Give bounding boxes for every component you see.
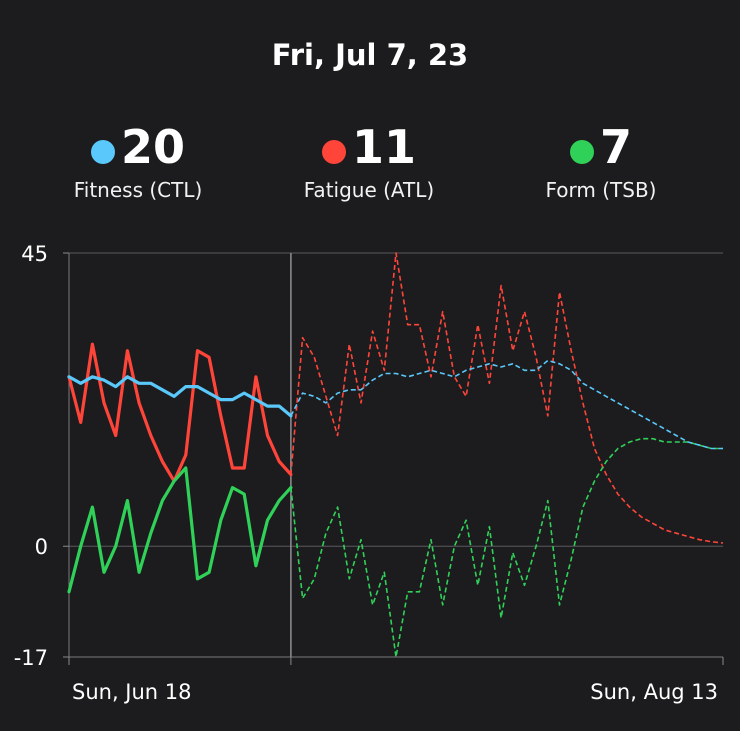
- form-projected-line: [290, 437, 723, 658]
- fitness-projected-line: [290, 359, 723, 450]
- fitness-dot-icon: [90, 140, 115, 164]
- form-metric[interactable]: 7 Form (TSB): [481, 118, 721, 202]
- metrics-summary: 20 Fitness (CTL) 11 Fatigue (ATL) 7 Form…: [0, 118, 740, 218]
- fatigue-value: 11: [351, 120, 416, 174]
- y-tick-label: 45: [21, 242, 48, 266]
- fatigue-projected-line: [290, 252, 724, 544]
- fatigue-actual-line: [67, 342, 293, 483]
- fitness-label: Fitness (CTL): [73, 178, 203, 202]
- form-dot-icon: [569, 140, 594, 164]
- fatigue-dot-icon: [321, 140, 346, 164]
- fatigue-metric[interactable]: 11 Fatigue (ATL): [249, 118, 489, 202]
- y-tick-label: 0: [35, 535, 48, 559]
- form-actual-line: [67, 466, 293, 594]
- fitness-value: 20: [120, 120, 185, 174]
- fitness-actual-line: [67, 375, 293, 418]
- form-value: 7: [599, 120, 632, 174]
- fatigue-label: Fatigue (ATL): [303, 178, 435, 202]
- fitness-metric[interactable]: 20 Fitness (CTL): [18, 118, 258, 202]
- selected-date: Fri, Jul 7, 23: [271, 38, 469, 72]
- training-load-chart[interactable]: 45 0 -17 Sun, Jun 18 Sun, Aug 13: [0, 230, 740, 731]
- form-label: Form (TSB): [545, 178, 657, 202]
- x-end-label: Sun, Aug 13: [590, 680, 718, 704]
- x-start-label: Sun, Jun 18: [72, 680, 192, 704]
- y-tick-label: -17: [14, 646, 48, 670]
